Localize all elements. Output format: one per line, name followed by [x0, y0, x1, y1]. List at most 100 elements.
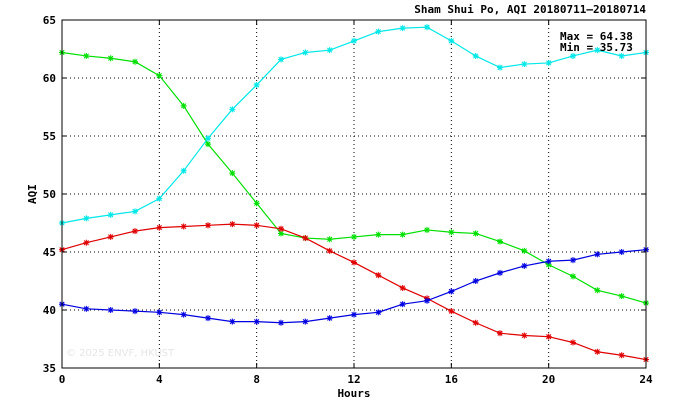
data-point-marker — [205, 222, 211, 229]
data-point-marker — [594, 47, 601, 54]
data-point-marker — [472, 230, 479, 237]
data-point-marker — [253, 318, 260, 325]
data-point-marker — [302, 318, 309, 325]
x-tick-label: 0 — [59, 373, 66, 386]
data-point-marker — [424, 297, 430, 304]
data-point-marker — [521, 332, 528, 339]
data-point-marker — [570, 257, 576, 264]
y-tick-label: 60 — [43, 72, 56, 85]
data-point-marker — [448, 37, 455, 44]
data-point-marker — [302, 235, 309, 242]
data-point-marker — [545, 59, 552, 66]
data-point-marker — [375, 231, 382, 238]
data-point-marker — [278, 319, 284, 326]
data-point-marker — [253, 222, 260, 229]
data-point-marker — [399, 25, 406, 32]
data-point-marker — [156, 72, 163, 79]
data-point-marker — [278, 225, 284, 232]
series-line-1 — [61, 51, 647, 304]
data-point-marker — [618, 249, 625, 255]
x-tick-label: 20 — [542, 373, 555, 386]
data-point-marker — [351, 233, 357, 240]
data-point-marker — [278, 56, 284, 63]
data-point-marker — [132, 308, 138, 315]
data-point-marker — [545, 333, 552, 340]
data-point-marker — [83, 52, 90, 59]
data-point-marker — [399, 231, 406, 238]
x-tick-label: 24 — [639, 373, 653, 386]
data-point-marker — [545, 258, 552, 265]
data-point-marker — [472, 278, 479, 284]
data-point-marker — [180, 167, 187, 174]
x-axis-label: Hours — [337, 387, 370, 400]
data-point-marker — [326, 247, 333, 254]
grid-lines — [62, 20, 646, 368]
data-point-marker — [132, 208, 138, 215]
data-point-marker — [570, 273, 576, 280]
data-point-marker — [326, 236, 333, 243]
axis-ticks: 0 4 8 12 16 20 24 35 40 45 50 55 60 65 — [43, 14, 653, 386]
data-point-marker — [180, 102, 187, 109]
data-point-marker — [229, 106, 236, 113]
chart-title: Sham Shui Po, AQI 20180711–20180714 — [414, 3, 646, 16]
y-tick-label: 55 — [43, 130, 56, 143]
data-point-marker — [448, 288, 455, 295]
data-point-marker — [229, 170, 236, 177]
data-point-marker — [107, 55, 114, 62]
data-point-marker — [521, 262, 528, 269]
data-point-marker — [497, 238, 503, 245]
data-point-marker — [351, 37, 357, 44]
data-point-marker — [594, 251, 601, 258]
series-group — [59, 24, 649, 363]
watermark: © 2025 ENVF, HKUST — [66, 348, 175, 359]
data-point-marker — [594, 348, 601, 355]
data-point-marker — [205, 135, 211, 142]
data-point-marker — [156, 224, 163, 231]
data-point-marker — [497, 269, 503, 276]
y-tick-label: 35 — [43, 362, 56, 375]
data-point-marker — [107, 211, 114, 218]
data-point-marker — [253, 200, 260, 207]
data-point-marker — [205, 315, 211, 322]
x-tick-label: 12 — [347, 373, 360, 386]
data-point-marker — [253, 81, 260, 88]
data-point-marker — [180, 223, 187, 230]
data-point-marker — [570, 339, 576, 346]
data-point-marker — [132, 58, 138, 65]
data-point-marker — [618, 52, 625, 59]
data-point-marker — [107, 233, 114, 240]
data-point-marker — [424, 226, 430, 233]
data-point-marker — [375, 309, 382, 316]
y-tick-label: 50 — [43, 188, 56, 201]
data-point-marker — [205, 141, 211, 148]
data-point-marker — [424, 24, 430, 31]
data-point-marker — [521, 247, 528, 254]
y-tick-label: 45 — [43, 246, 56, 259]
data-point-marker — [375, 28, 382, 35]
data-point-marker — [375, 272, 382, 279]
data-point-marker — [472, 319, 479, 326]
data-point-marker — [448, 308, 455, 315]
data-point-marker — [351, 311, 357, 318]
x-tick-label: 8 — [253, 373, 260, 386]
data-point-marker — [302, 49, 309, 56]
data-point-marker — [497, 64, 503, 71]
data-point-marker — [229, 318, 236, 325]
y-tick-label: 40 — [43, 304, 56, 317]
data-point-marker — [83, 239, 90, 246]
data-point-marker — [618, 352, 625, 359]
min-label: Min = 35.73 — [560, 41, 633, 54]
data-point-marker — [521, 61, 528, 68]
data-point-marker — [472, 52, 479, 59]
data-point-marker — [156, 309, 163, 316]
data-point-marker — [156, 195, 163, 202]
data-point-marker — [83, 215, 90, 222]
data-point-marker — [399, 301, 406, 308]
x-tick-label: 4 — [156, 373, 163, 386]
data-point-marker — [448, 229, 455, 236]
x-tick-label: 16 — [445, 373, 459, 386]
data-point-marker — [351, 259, 357, 266]
data-point-marker — [399, 284, 406, 291]
data-point-marker — [594, 287, 601, 294]
